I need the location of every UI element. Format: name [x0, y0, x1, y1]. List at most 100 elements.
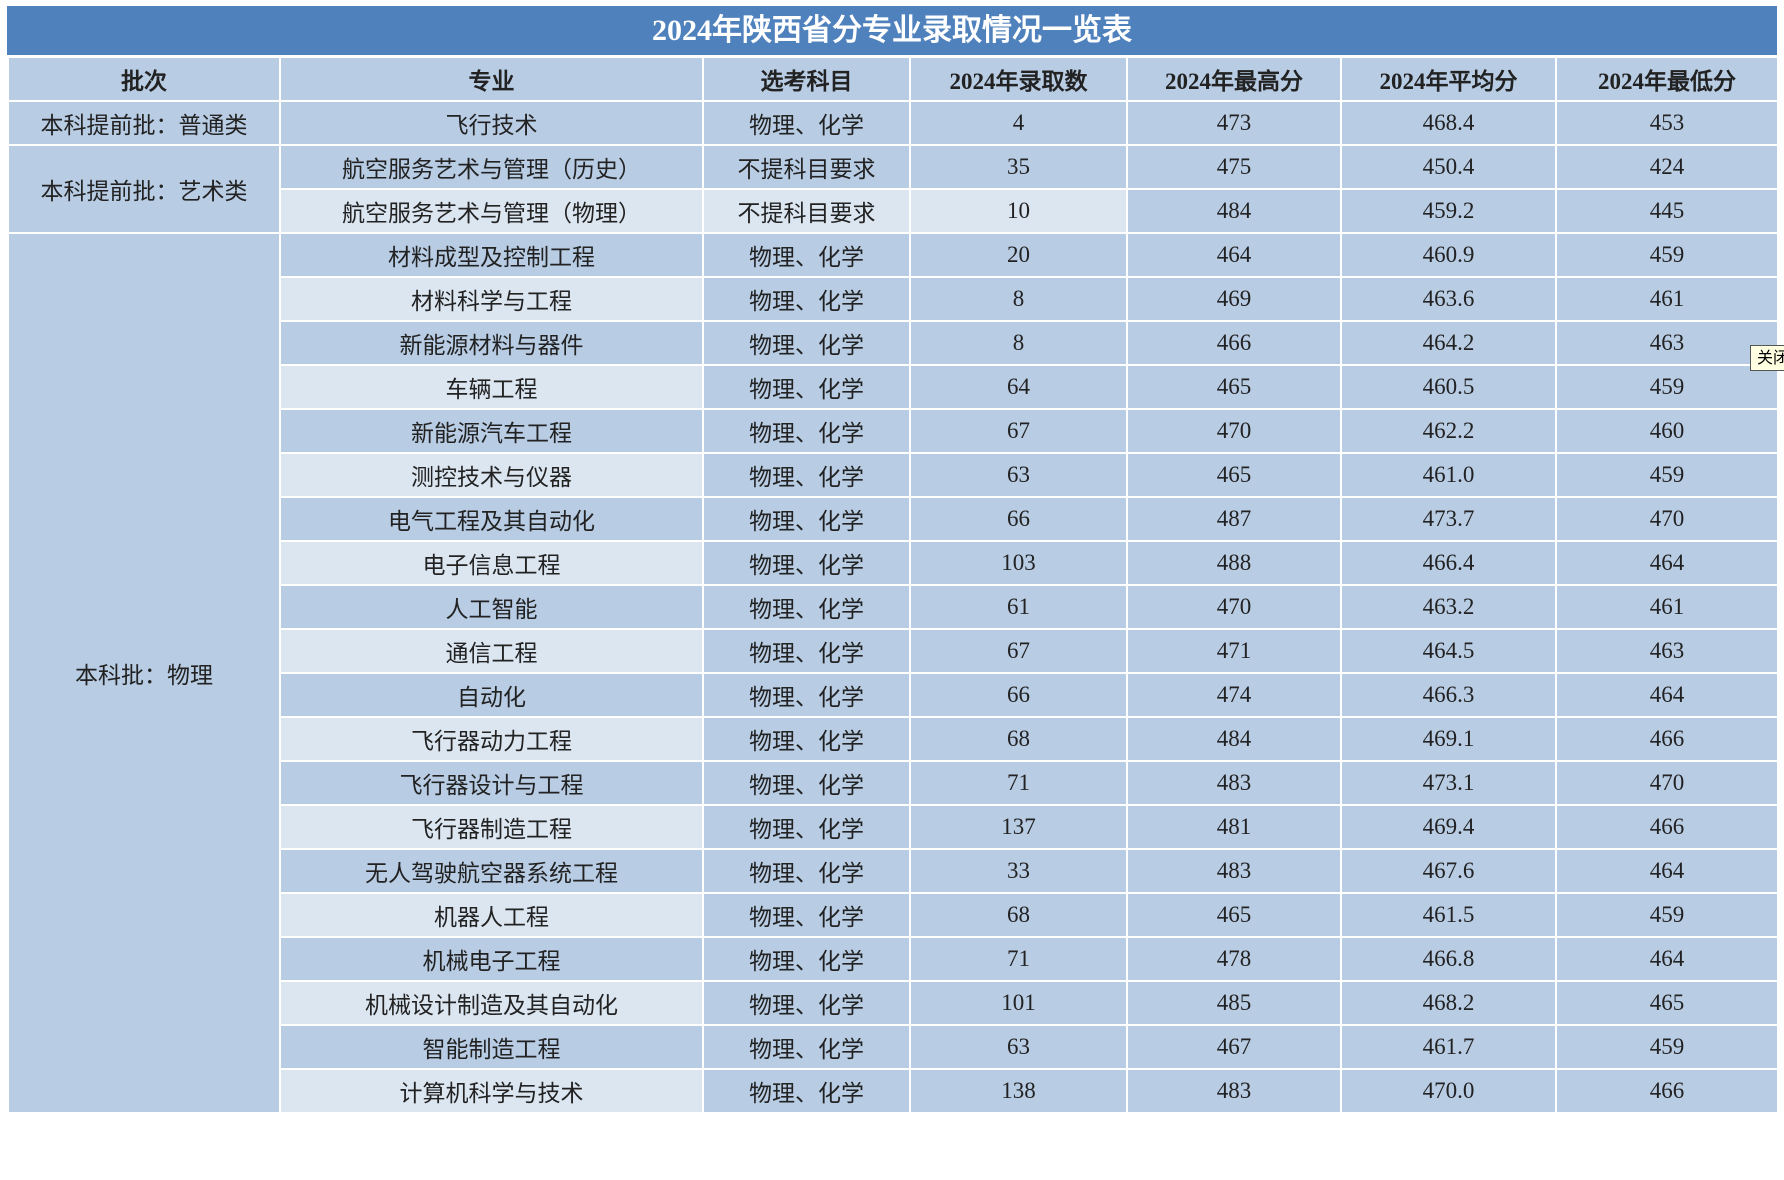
data-cell: 466 — [1555, 716, 1779, 762]
table-title: 2024年陕西省分专业录取情况一览表 — [7, 6, 1777, 55]
data-cell: 4 — [909, 100, 1128, 146]
major-cell: 飞行技术 — [279, 100, 704, 146]
major-cell: 电子信息工程 — [279, 540, 704, 586]
data-cell: 物理、化学 — [702, 1024, 911, 1070]
header-cell: 2024年最高分 — [1126, 56, 1342, 102]
data-cell: 460.9 — [1340, 232, 1557, 278]
table-row: 计算机科学与技术 物理、化学 138 483 470.0 466 — [8, 1068, 1779, 1114]
data-cell: 461 — [1555, 584, 1779, 630]
data-cell: 101 — [909, 980, 1128, 1026]
data-cell: 464 — [1555, 848, 1779, 894]
table-row: 材料科学与工程 物理、化学 8 469 463.6 461 — [8, 276, 1779, 322]
batch-cell: 本科提前批：艺术类 — [7, 144, 281, 234]
data-cell: 103 — [909, 540, 1128, 586]
data-cell: 466 — [1555, 804, 1779, 850]
data-cell: 物理、化学 — [702, 672, 911, 718]
data-cell: 459 — [1555, 452, 1779, 498]
batch-cell: 本科提前批：普通类 — [7, 100, 281, 146]
data-cell: 物理、化学 — [702, 408, 911, 454]
table-row: 本科批：物理 材料成型及控制工程 物理、化学 20 464 460.9 459 — [7, 232, 1779, 1114]
major-cell: 新能源材料与器件 — [279, 320, 704, 366]
data-cell: 20 — [909, 232, 1128, 278]
header-cell: 2024年平均分 — [1340, 56, 1557, 102]
table-row: 新能源材料与器件 物理、化学 8 466 464.2 463 — [8, 320, 1779, 366]
data-cell: 物理、化学 — [702, 496, 911, 542]
data-cell: 461.0 — [1340, 452, 1557, 498]
data-cell: 61 — [909, 584, 1128, 630]
header-row: 批次 专业 选考科目 2024年录取数 2024年最高分 2024年平均分 2024年最低分 — [7, 56, 1779, 102]
data-cell: 物理、化学 — [702, 452, 911, 498]
data-cell: 10 — [909, 188, 1128, 234]
data-cell: 138 — [909, 1068, 1128, 1114]
data-cell: 66 — [909, 496, 1128, 542]
data-cell: 35 — [909, 144, 1128, 190]
data-cell: 481 — [1126, 804, 1342, 850]
major-cell: 飞行器动力工程 — [279, 716, 704, 762]
data-cell: 8 — [909, 320, 1128, 366]
data-cell: 483 — [1126, 760, 1342, 806]
data-cell: 465 — [1126, 452, 1342, 498]
table-row: 电气工程及其自动化 物理、化学 66 487 473.7 470 — [8, 496, 1779, 542]
data-cell: 459.2 — [1340, 188, 1557, 234]
major-cell: 机械设计制造及其自动化 — [279, 980, 704, 1026]
data-cell: 460.5 — [1340, 364, 1557, 410]
data-cell: 物理、化学 — [702, 804, 911, 850]
data-cell: 469.1 — [1340, 716, 1557, 762]
data-cell: 450.4 — [1340, 144, 1557, 190]
header-cell: 2024年最低分 — [1555, 56, 1779, 102]
batch-cell: 本科批：物理 — [7, 232, 281, 1114]
data-cell: 466.3 — [1340, 672, 1557, 718]
data-cell: 33 — [909, 848, 1128, 894]
data-cell: 488 — [1126, 540, 1342, 586]
data-cell: 71 — [909, 760, 1128, 806]
data-cell: 475 — [1126, 144, 1342, 190]
header-cell: 专业 — [279, 56, 704, 102]
table-row: 智能制造工程 物理、化学 63 467 461.7 459 — [8, 1024, 1779, 1070]
table-row: 电子信息工程 物理、化学 103 488 466.4 464 — [8, 540, 1779, 586]
data-cell: 468.4 — [1340, 100, 1557, 146]
major-cell: 人工智能 — [279, 584, 704, 630]
close-button[interactable]: 关闭 — [1750, 345, 1784, 371]
data-cell: 473 — [1126, 100, 1342, 146]
data-cell: 63 — [909, 1024, 1128, 1070]
major-cell: 通信工程 — [279, 628, 704, 674]
data-cell: 461.7 — [1340, 1024, 1557, 1070]
major-cell: 新能源汽车工程 — [279, 408, 704, 454]
data-cell: 466.8 — [1340, 936, 1557, 982]
data-cell: 物理、化学 — [702, 716, 911, 762]
data-cell: 465 — [1126, 364, 1342, 410]
data-cell: 470 — [1126, 584, 1342, 630]
data-cell: 466 — [1126, 320, 1342, 366]
admission-table: 批次 专业 选考科目 2024年录取数 2024年最高分 2024年平均分 2024年最低分… — [7, 56, 1779, 1114]
data-cell: 466.4 — [1340, 540, 1557, 586]
data-cell: 470 — [1555, 496, 1779, 542]
major-cell: 飞行器设计与工程 — [279, 760, 704, 806]
table-row: 机械电子工程 物理、化学 71 478 466.8 464 — [8, 936, 1779, 982]
major-cell: 材料科学与工程 — [279, 276, 704, 322]
major-cell: 无人驾驶航空器系统工程 — [279, 848, 704, 894]
data-cell: 63 — [909, 452, 1128, 498]
data-cell: 470 — [1126, 408, 1342, 454]
table-row: 新能源汽车工程 物理、化学 67 470 462.2 460 — [8, 408, 1779, 454]
data-cell: 484 — [1126, 716, 1342, 762]
data-cell: 453 — [1555, 100, 1779, 146]
data-cell: 469.4 — [1340, 804, 1557, 850]
data-cell: 71 — [909, 936, 1128, 982]
major-cell: 智能制造工程 — [279, 1024, 704, 1070]
table-row: 机械设计制造及其自动化 物理、化学 101 485 468.2 465 — [8, 980, 1779, 1026]
data-cell: 473.1 — [1340, 760, 1557, 806]
header-cell: 批次 — [7, 56, 281, 102]
data-cell: 物理、化学 — [702, 276, 911, 322]
data-cell: 467 — [1126, 1024, 1342, 1070]
data-cell: 物理、化学 — [702, 1068, 911, 1114]
data-cell: 465 — [1126, 892, 1342, 938]
data-cell: 459 — [1555, 1024, 1779, 1070]
major-cell: 航空服务艺术与管理（历史） — [279, 144, 704, 190]
major-cell: 车辆工程 — [279, 364, 704, 410]
data-cell: 463.6 — [1340, 276, 1557, 322]
data-cell: 445 — [1555, 188, 1779, 234]
data-cell: 466 — [1555, 1068, 1779, 1114]
table-row: 机器人工程 物理、化学 68 465 461.5 459 — [8, 892, 1779, 938]
data-cell: 464 — [1555, 672, 1779, 718]
